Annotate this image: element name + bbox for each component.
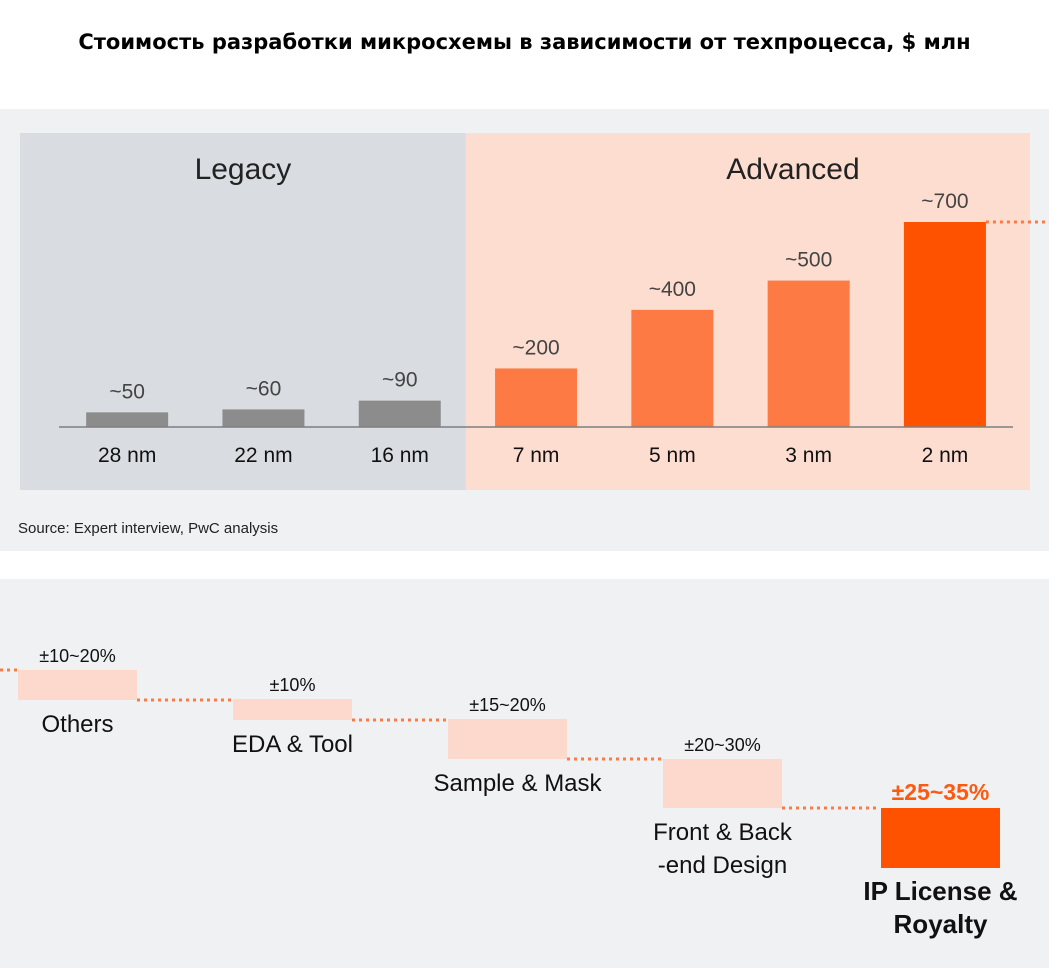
category-label: Sample & Mask [433,770,602,797]
x-tick-label: 7 nm [513,444,560,467]
bottom-chart-panel [0,579,1049,968]
bar-22nm [222,409,305,427]
bar-2nm [903,222,986,427]
percent-label: ±10% [270,675,316,695]
group-label-advanced: Advanced [726,153,859,186]
x-tick-label: 28 nm [98,444,156,467]
x-tick-label: 2 nm [922,444,969,467]
cost-by-node-chart: Legacy Advanced ~50 28 nm ~60 22 nm ~90 16 nm ~2… [20,133,1049,490]
breakdown-bar [663,759,782,808]
data-label: ~500 [785,249,832,272]
x-tick-label: 3 nm [785,444,832,467]
data-label: ~700 [921,190,968,213]
group-label-legacy: Legacy [195,153,292,186]
x-tick-label: 5 nm [649,444,696,467]
category-label: IP License & [863,876,1017,906]
category-label: Others [41,711,113,738]
breakdown-bar [448,719,567,759]
data-label: ~50 [109,380,145,403]
data-label: ~200 [512,336,559,359]
bar-28nm [86,412,169,427]
breakdown-bar [881,808,1000,868]
category-label: -end Design [658,852,787,879]
bar-5nm [631,309,714,427]
breakdown-bar [18,670,137,700]
category-label: EDA & Tool [232,731,353,758]
percent-label: ±25~35% [892,779,990,805]
percent-label: ±20~30% [684,735,760,755]
bar-16nm [358,400,441,427]
category-label: Royalty [894,909,988,939]
cost-breakdown-chart: ±10~20% Others ±10% EDA & Tool ±15~20% Sample… [0,646,1018,939]
percent-label: ±15~20% [469,695,545,715]
source-note: Source: Expert interview, PwC analysis [18,520,279,537]
chart-title: Стоимость разработки микросхемы в зависи… [78,30,971,54]
x-tick-label: 22 nm [234,444,292,467]
bar-3nm [767,280,850,427]
data-label: ~60 [246,377,282,400]
data-label: ~400 [649,278,696,301]
legacy-region [20,133,466,490]
breakdown-bar [233,699,352,720]
category-label: Front & Back [653,819,793,846]
x-tick-label: 16 nm [371,444,429,467]
percent-label: ±10~20% [39,646,115,666]
data-label: ~90 [382,369,418,392]
bar-7nm [495,368,578,427]
